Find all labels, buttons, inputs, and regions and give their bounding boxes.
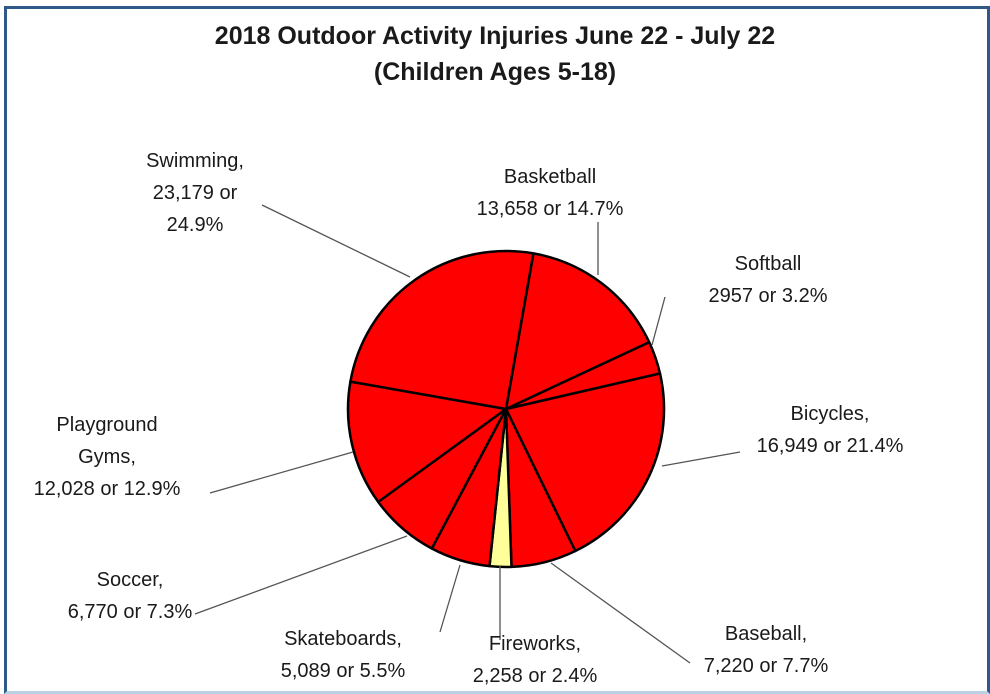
chart-title: 2018 Outdoor Activity Injuries June 22 -…: [214, 22, 776, 50]
pie-slice-bicycles: [504, 372, 666, 553]
chart-subtitle: (Children Ages 5-18): [373, 58, 617, 86]
pie-slice-playground-gyms: [346, 380, 508, 504]
leader-line-soccer: [194, 535, 408, 615]
data-label-basketball: Basketball 13,658 or 14.7%: [477, 166, 624, 220]
leader-line-playground-gyms: [209, 451, 354, 494]
pie-slice-basketball: [504, 252, 651, 411]
data-label-baseball: Baseball, 7,220 or 7.7%: [704, 623, 829, 677]
pie-slice-swimming: [349, 249, 535, 411]
data-label-bicycles: Bicycles, 16,949 or 21.4%: [757, 403, 904, 457]
leader-line-bicycles: [661, 451, 741, 467]
data-label-swimming: Swimming, 23,179 or 24.9%: [146, 150, 244, 236]
data-label-skateboards: Skateboards, 5,089 or 5.5%: [281, 628, 406, 682]
data-label-soccer: Soccer, 6,770 or 7.3%: [68, 569, 193, 623]
data-label-softball: Softball 2957 or 3.2%: [709, 253, 828, 307]
leader-line-swimming: [261, 204, 411, 278]
data-label-fireworks: Fireworks, 2,258 or 2.4%: [473, 633, 598, 687]
data-label-playground-gyms: Playground Gyms, 12,028 or 12.9%: [34, 414, 181, 500]
leader-line-baseball: [550, 562, 691, 664]
leader-line-softball: [651, 296, 666, 346]
leader-line-skateboards: [439, 564, 461, 633]
